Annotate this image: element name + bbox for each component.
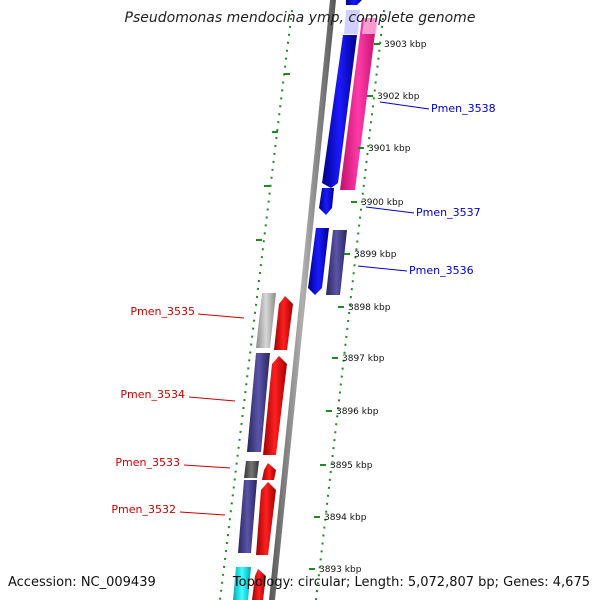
gene-block-blue-cap-light	[344, 10, 360, 34]
accession-text: Accession: NC_009439	[8, 575, 156, 590]
leader-line-pmen-3532	[179, 511, 226, 516]
gene-pmen-3536-blue	[308, 228, 329, 295]
scale-label-4: 3899 kbp	[354, 250, 397, 260]
gene-block-blue-cap	[346, 0, 362, 5]
leader-line-pmen-3538	[379, 101, 430, 110]
gene-red-bottom	[252, 569, 266, 600]
scale-label-2: 3901 kbp	[368, 144, 411, 154]
gene-pmen-3534-slate	[247, 353, 270, 452]
scale-label-9: 3894 kbp	[324, 513, 367, 523]
gene-label-pmen-3533: Pmen_3533	[115, 456, 180, 469]
gene-block-pink	[340, 18, 377, 190]
scale-label-6: 3897 kbp	[342, 354, 385, 364]
gene-block-pink-cap	[362, 18, 378, 34]
scale-label-10: 3893 kbp	[319, 565, 362, 575]
inner-dotted-guide	[315, 9, 385, 600]
scale-label-5: 3898 kbp	[348, 303, 391, 313]
scale-ticks: 3903 kbp 3902 kbp 3901 kbp 3900 kbp 3899 kbp…	[309, 40, 427, 575]
scale-label-0: 3903 kbp	[384, 40, 427, 50]
chromosome-backbone	[269, 0, 336, 600]
gene-label-pmen-3534: Pmen_3534	[120, 388, 185, 401]
genome-title: Pseudomonas mendocina ymp, complete geno…	[124, 10, 476, 26]
genome-summary-text: Topology: circular; Length: 5,072,807 bp…	[232, 575, 590, 590]
gene-label-pmen-3538: Pmen_3538	[431, 102, 496, 115]
gene-pmen-3533-red	[262, 463, 276, 480]
gene-label-pmen-3532: Pmen_3532	[111, 503, 176, 516]
gene-pmen-3532-slate	[238, 480, 257, 553]
scale-label-7: 3896 kbp	[336, 407, 379, 417]
gene-pmen-3532-red	[256, 482, 276, 555]
gene-pmen-3535-gray	[256, 293, 276, 348]
gene-pmen-3533-dark	[244, 461, 259, 478]
gene-pmen-3536-slate	[326, 230, 347, 295]
scale-label-8: 3895 kbp	[330, 461, 373, 471]
gene-pmen-3537	[319, 188, 334, 215]
gene-leader-lines	[179, 101, 430, 516]
leader-line-pmen-3537	[365, 206, 415, 214]
gene-label-pmen-3537: Pmen_3537	[416, 206, 481, 219]
outer-tick-dashes	[256, 73, 290, 241]
outer-dotted-guide	[219, 9, 293, 600]
leader-line-pmen-3536	[357, 265, 408, 272]
leader-line-pmen-3533	[183, 464, 231, 469]
gene-label-pmen-3535: Pmen_3535	[130, 305, 195, 318]
scale-label-1: 3902 kbp	[377, 92, 420, 102]
scale-label-3: 3900 kbp	[361, 198, 404, 208]
leader-line-pmen-3534	[188, 396, 236, 402]
gene-labels: Pmen_3538 Pmen_3537 Pmen_3536 Pmen_3535 Pmen…	[111, 102, 495, 516]
leader-line-pmen-3535	[197, 313, 245, 319]
gene-label-pmen-3536: Pmen_3536	[409, 264, 474, 277]
gene-pmen-3534-red	[263, 356, 287, 455]
gene-cyan-bottom	[233, 567, 251, 600]
gene-pmen-3535-red	[274, 296, 293, 350]
gene-block-blue-top	[322, 35, 357, 188]
